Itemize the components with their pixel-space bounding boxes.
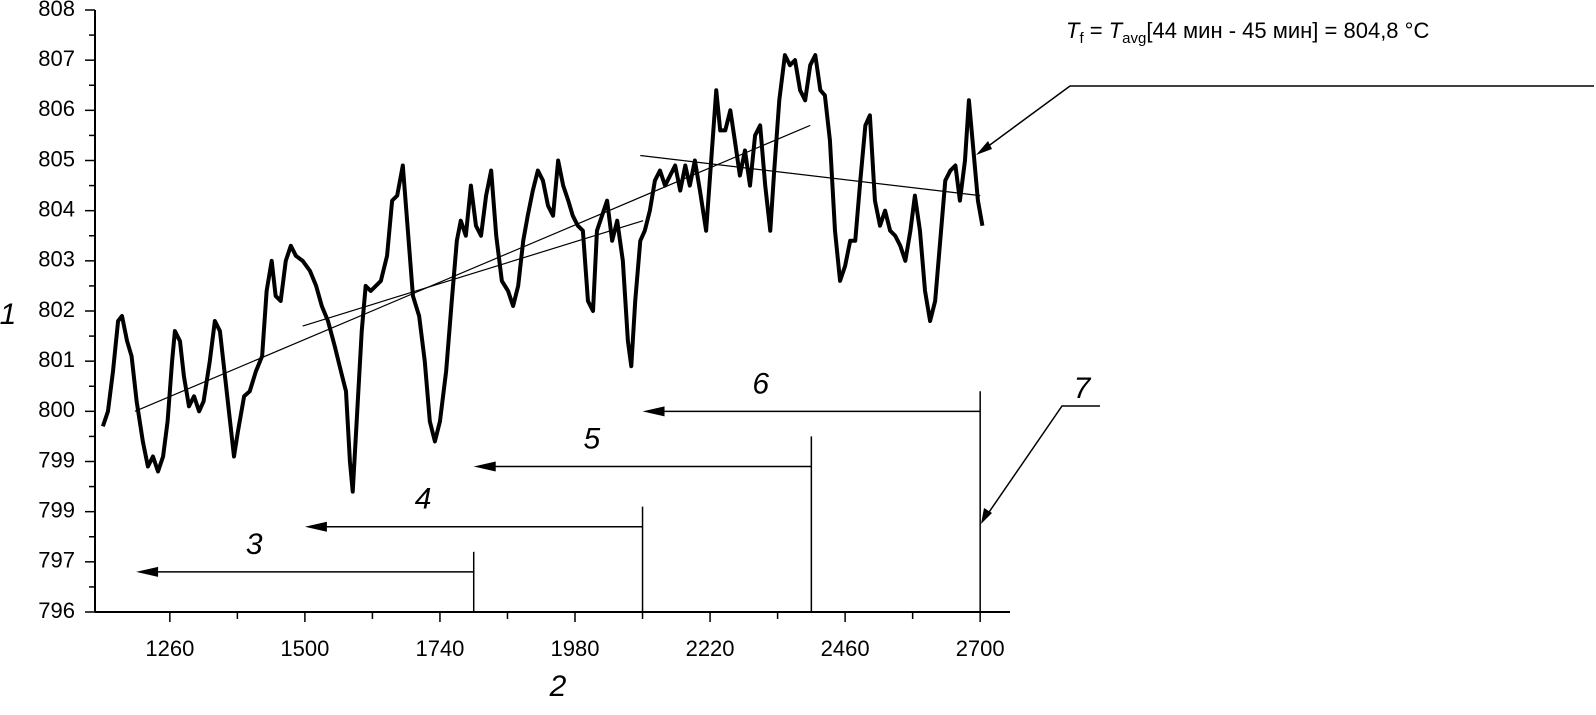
y-tick-label: 806: [38, 96, 75, 121]
annotation-part: f: [1079, 30, 1084, 47]
y-tick-label: 801: [38, 347, 75, 372]
annotation-part: T: [1109, 18, 1124, 43]
interval-label: 4: [415, 483, 432, 516]
arrowhead: [981, 508, 992, 524]
y-tick-label: 802: [38, 297, 75, 322]
y-tick-label: 805: [38, 146, 75, 171]
trend-line: [302, 220, 644, 327]
label-7-leader: [984, 405, 1100, 519]
y-tick-label: 799: [38, 447, 75, 472]
y-tick-label: 799: [38, 497, 75, 522]
y-tick-label: 807: [38, 46, 75, 71]
annotation-part: avg: [1122, 30, 1146, 47]
arrowhead: [304, 521, 327, 532]
x-tick-label: 1980: [551, 636, 600, 661]
arrowhead: [473, 461, 496, 472]
y-tick-label: 800: [38, 397, 75, 422]
y-tick-label: 797: [38, 548, 75, 573]
interval-label: 3: [246, 528, 263, 561]
arrowhead: [976, 141, 992, 155]
annotation-leader: [982, 85, 1594, 151]
label-7: 7: [1074, 372, 1092, 405]
annotation: Tf = Tavg[44 мин - 45 мин] = 804,8 °C: [1066, 18, 1429, 47]
interval-label: 6: [752, 367, 769, 400]
x-tick-label: 2220: [686, 636, 735, 661]
y-tick-label: 796: [38, 598, 75, 623]
interval-label: 5: [584, 422, 601, 455]
annotation-part: =: [1084, 18, 1109, 43]
x-axis-label: 2: [549, 670, 567, 703]
arrowhead: [642, 406, 665, 417]
y-tick-label: 803: [38, 247, 75, 272]
data-line: [100, 53, 985, 494]
x-tick-label: 1260: [145, 636, 194, 661]
x-tick-label: 1740: [415, 636, 464, 661]
y-tick-label: 808: [38, 0, 75, 21]
x-tick-label: 2460: [821, 636, 870, 661]
y-tick-label: 804: [38, 196, 75, 221]
x-tick-label: 1500: [280, 636, 329, 661]
annotation-part: [44 мин - 45 мин] = 804,8 °C: [1146, 18, 1429, 43]
annotation-part: T: [1066, 18, 1081, 43]
arrowhead: [136, 566, 159, 577]
x-tick-label: 2700: [956, 636, 1005, 661]
y-axis-label: 1: [0, 298, 16, 331]
